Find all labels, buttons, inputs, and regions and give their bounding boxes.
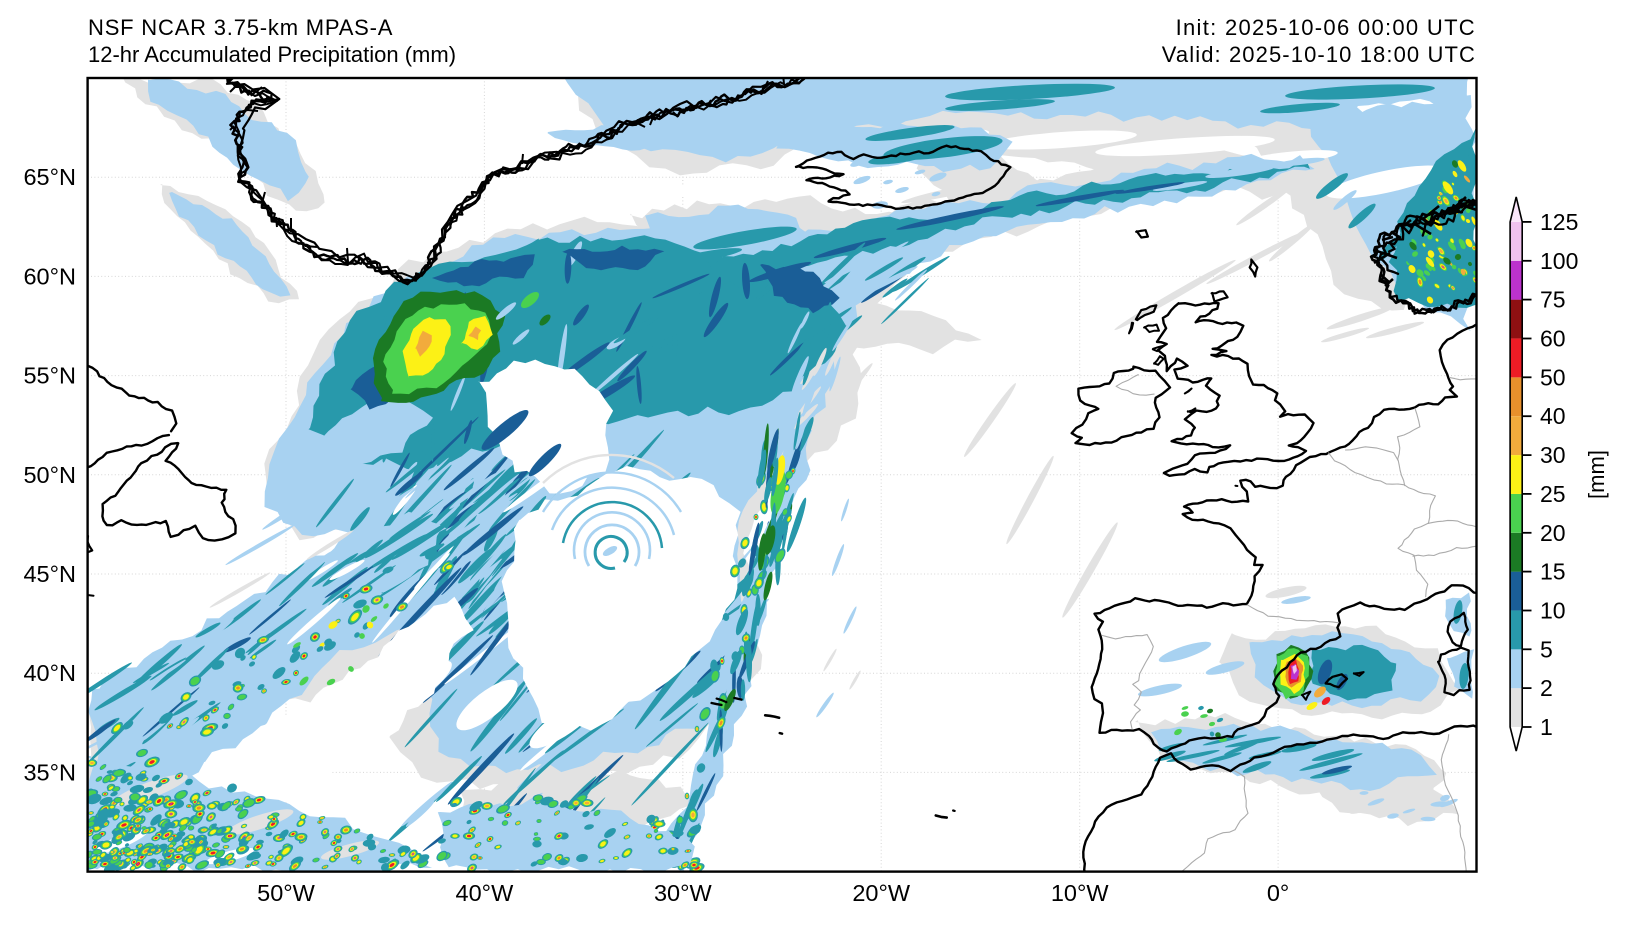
svg-text:5: 5 [1540,636,1553,662]
svg-text:20°W: 20°W [852,880,911,906]
svg-text:1: 1 [1540,714,1553,740]
svg-text:45°N: 45°N [23,561,76,587]
svg-text:35°N: 35°N [23,759,76,785]
svg-text:20: 20 [1540,520,1566,546]
svg-text:40°N: 40°N [23,660,76,686]
svg-text:NSF NCAR 3.75-km MPAS-A: NSF NCAR 3.75-km MPAS-A [88,15,393,40]
svg-text:10°W: 10°W [1051,880,1110,906]
svg-text:50°W: 50°W [257,880,316,906]
svg-text:30: 30 [1540,442,1566,468]
svg-text:60°N: 60°N [23,263,76,289]
svg-text:75: 75 [1540,287,1566,313]
svg-text:10: 10 [1540,598,1566,624]
svg-text:40: 40 [1540,403,1566,429]
svg-text:[mm]: [mm] [1584,450,1609,499]
svg-text:65°N: 65°N [23,164,76,190]
svg-text:2: 2 [1540,675,1553,701]
svg-text:50: 50 [1540,364,1566,390]
svg-text:Init: 2025-10-06 00:00 UTC: Init: 2025-10-06 00:00 UTC [1176,15,1476,40]
svg-text:40°W: 40°W [456,880,515,906]
svg-text:100: 100 [1540,248,1578,274]
svg-text:55°N: 55°N [23,363,76,389]
svg-text:125: 125 [1540,209,1578,235]
svg-text:0°: 0° [1267,880,1289,906]
svg-text:12-hr Accumulated Precipitatio: 12-hr Accumulated Precipitation (mm) [88,42,456,67]
svg-text:60: 60 [1540,326,1566,352]
svg-text:15: 15 [1540,559,1566,585]
svg-text:30°W: 30°W [654,880,713,906]
svg-text:25: 25 [1540,481,1566,507]
svg-text:Valid: 2025-10-10 18:00 UTC: Valid: 2025-10-10 18:00 UTC [1162,42,1476,67]
svg-text:50°N: 50°N [23,462,76,488]
